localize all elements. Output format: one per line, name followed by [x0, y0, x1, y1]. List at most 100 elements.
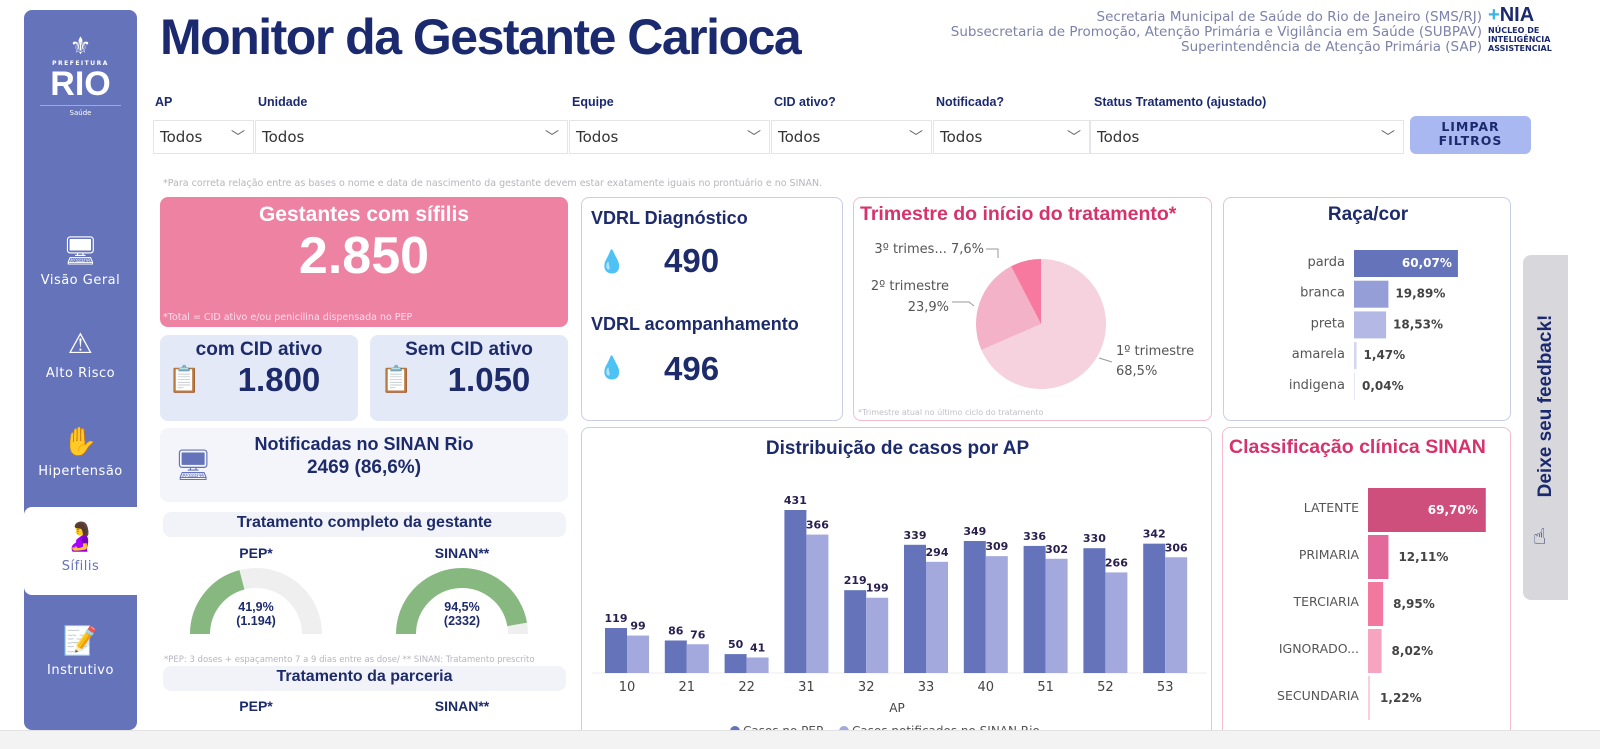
sidebar-item-label: Alto Risco — [45, 366, 116, 381]
classificacao-category: SECUNDARIA — [1277, 688, 1359, 703]
logo-small-text: PREFEITURA — [52, 60, 109, 67]
classificacao-bar — [1368, 488, 1486, 532]
ap-bar — [1023, 545, 1046, 673]
vdrl-diag-value: 490 — [664, 242, 720, 279]
feedback-tab[interactable]: Deixe seu feedback! ☝ — [1523, 255, 1568, 600]
raca-bar — [1354, 342, 1357, 370]
com-cid-card: com CID ativo 📋 1.800 — [160, 335, 358, 421]
distribuicao-title: Distribuição de casos por AP — [765, 438, 1030, 459]
clipboard-x-icon: 📋 — [380, 365, 413, 395]
vdrl-card: VDRL Diagnóstico 💧 490 VDRL acompanhamen… — [581, 197, 843, 421]
chevron-down-icon: ﹀ — [1067, 130, 1081, 146]
filter-status-dropdown[interactable]: Todos ﹀ — [1090, 120, 1404, 154]
ap-bar — [1045, 558, 1068, 673]
raca-data-label: 1,47% — [1364, 348, 1406, 362]
classificacao-bar-chart: LATENTE 69,70% PRIMARIA 12,11% TERCIARIA 8,95… — [1277, 488, 1486, 720]
sidebar-item-sifilis[interactable]: 🤰 Sífilis — [24, 507, 137, 595]
filter-unidade-dropdown[interactable]: Todos ﹀ — [255, 120, 568, 154]
ap-data-label: 366 — [806, 519, 829, 532]
pie-leader — [952, 301, 975, 307]
ap-tick-label: 22 — [738, 680, 755, 695]
vdrl-diag-label: VDRL Diagnóstico — [591, 208, 748, 228]
ap-bar — [724, 654, 747, 673]
ap-bar — [664, 640, 687, 673]
ap-data-label: 349 — [963, 525, 986, 538]
raca-bar — [1354, 372, 1355, 400]
sidebar-item-label: Hipertensão — [38, 464, 123, 479]
filter-ap-dropdown[interactable]: Todos ﹀ — [153, 120, 254, 154]
classificacao-bar — [1368, 582, 1384, 626]
raca-bar — [1354, 250, 1458, 277]
classificacao-category: IGNORADO... — [1279, 641, 1359, 656]
classificacao-category: TERCIARIA — [1293, 594, 1360, 609]
trimestre-pie-chart: 1º trimestre 68,5% 2º trimestre 23,9% 3º tri… — [871, 242, 1194, 389]
dropdown-value: Todos — [940, 128, 983, 146]
horizontal-scrollbar[interactable] — [0, 730, 1600, 749]
sidebar-item-hipertensao[interactable]: ✋ Hipertensão — [24, 425, 137, 480]
pie-slice — [976, 266, 1041, 350]
vdrl-acomp-label: VDRL acompanhamento — [591, 314, 799, 334]
clear-filters-button[interactable]: LIMPAR FILTROS — [1410, 116, 1531, 154]
sidebar: ⚜ PREFEITURA RIO Saúde 🖥 Visão Geral ⚠ Alt… — [24, 10, 137, 730]
ap-data-label: 330 — [1083, 532, 1106, 545]
vdrl-acomp-value: 496 — [664, 350, 720, 387]
org-line: Subsecretaria de Promoção, Atenção Primá… — [950, 24, 1482, 40]
sidebar-item-label: Instrutivo — [47, 663, 114, 678]
blood-pressure-icon: ✋ — [62, 425, 99, 458]
parceria-pep-label: PEP* — [239, 698, 273, 714]
ap-bar — [866, 597, 889, 673]
sem-cid-value: 1.050 — [447, 361, 531, 398]
filter-equipe-dropdown[interactable]: Todos ﹀ — [569, 120, 770, 154]
ap-data-label: 119 — [605, 612, 628, 625]
ap-tick-label: 40 — [978, 680, 995, 695]
trimestre-card: Trimestre do início do tratamento* 1º tr… — [853, 197, 1212, 421]
ap-data-label: 336 — [1023, 530, 1046, 543]
sidebar-item-instrutivo[interactable]: 📝 Instrutivo — [24, 625, 137, 679]
ap-tick-label: 32 — [858, 680, 875, 695]
ap-bar — [627, 635, 649, 673]
ap-bar — [806, 534, 829, 673]
sidebar-item-label: Sífilis — [61, 559, 100, 574]
sidebar-item-alto-risco[interactable]: ⚠ Alto Risco — [24, 327, 137, 382]
pie-label: 3º trimes... 7,6% — [874, 242, 984, 257]
ap-data-label: 309 — [985, 540, 1008, 553]
ap-bar — [904, 544, 926, 673]
pep-gauge-value: 41,9% (1.194) — [206, 600, 306, 628]
prefeitura-rio-logo: ⚜ PREFEITURA RIO Saúde — [24, 32, 137, 117]
sidebar-item-visao-geral[interactable]: 🖥 Visão Geral — [24, 235, 137, 289]
ap-tick-label: 53 — [1157, 680, 1174, 695]
sinan-pct: 94,5% — [444, 600, 480, 614]
feedback-label: Deixe seu feedback! — [1535, 314, 1556, 498]
classificacao-title: Classificação clínica SINAN — [1229, 436, 1486, 458]
ap-bar — [605, 627, 627, 673]
warning-search-icon: ⚠ — [67, 327, 94, 360]
parceria-title: Tratamento da parceria — [163, 666, 566, 691]
ap-tick-label: 52 — [1097, 680, 1114, 695]
pregnant-woman-icon: 🤰 — [62, 520, 99, 553]
pie-label: 1º trimestre — [1116, 344, 1194, 359]
total-title: Gestantes com sífilis — [258, 203, 470, 226]
blood-drops-icon: 💧 — [598, 250, 626, 275]
ap-data-label: 339 — [904, 529, 927, 542]
filter-notificada-dropdown[interactable]: Todos ﹀ — [933, 120, 1090, 154]
raca-category: amarela — [1292, 347, 1345, 362]
ap-bar — [1083, 548, 1106, 673]
raca-category: preta — [1311, 316, 1345, 331]
classificacao-data-label: 69,70% — [1428, 503, 1478, 517]
ap-data-label: 99 — [630, 620, 645, 633]
checked-document-icon: 📋 — [168, 365, 201, 395]
ap-data-label: 266 — [1105, 556, 1128, 569]
filter-cid-dropdown[interactable]: Todos ﹀ — [771, 120, 932, 154]
classificacao-bar — [1368, 629, 1382, 673]
parceria-sinan-label: SINAN** — [434, 698, 490, 714]
ap-bar — [926, 561, 948, 673]
ap-data-label: 199 — [866, 582, 889, 595]
ap-data-label: 294 — [926, 546, 949, 559]
data-note: *Para correta relação entre as bases o n… — [163, 178, 823, 189]
com-cid-value: 1.800 — [237, 361, 321, 398]
chevron-down-icon: ﹀ — [1381, 130, 1395, 146]
classificacao-data-label: 1,22% — [1380, 691, 1422, 705]
coat-of-arms-icon: ⚜ — [69, 32, 92, 60]
pie-slice — [1011, 259, 1041, 324]
